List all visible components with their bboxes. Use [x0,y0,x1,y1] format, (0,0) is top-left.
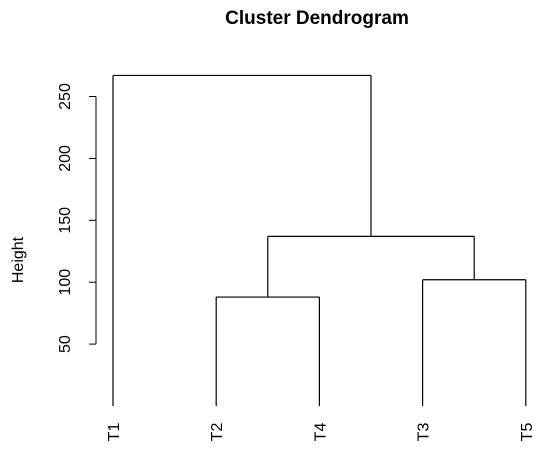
y-tick-label: 250 [57,83,74,110]
y-tick-label: 50 [57,335,74,353]
leaf-labels: T1 T2 T4 T3 T5 [106,423,536,442]
leaf-label: T5 [519,423,536,442]
y-tick-label: 150 [57,207,74,234]
y-tick-label: 200 [57,145,74,172]
leaf-label: T2 [209,423,226,442]
y-axis-label: Height [10,236,27,283]
leaf-label: T1 [106,423,123,442]
y-tick-label: 100 [57,269,74,296]
leaf-label: T3 [416,423,433,442]
leaf-label: T4 [312,423,329,442]
y-axis: 50 100 150 200 250 [57,83,97,353]
dendrogram-branches [112,74,527,406]
chart-title: Cluster Dendrogram [225,8,409,29]
